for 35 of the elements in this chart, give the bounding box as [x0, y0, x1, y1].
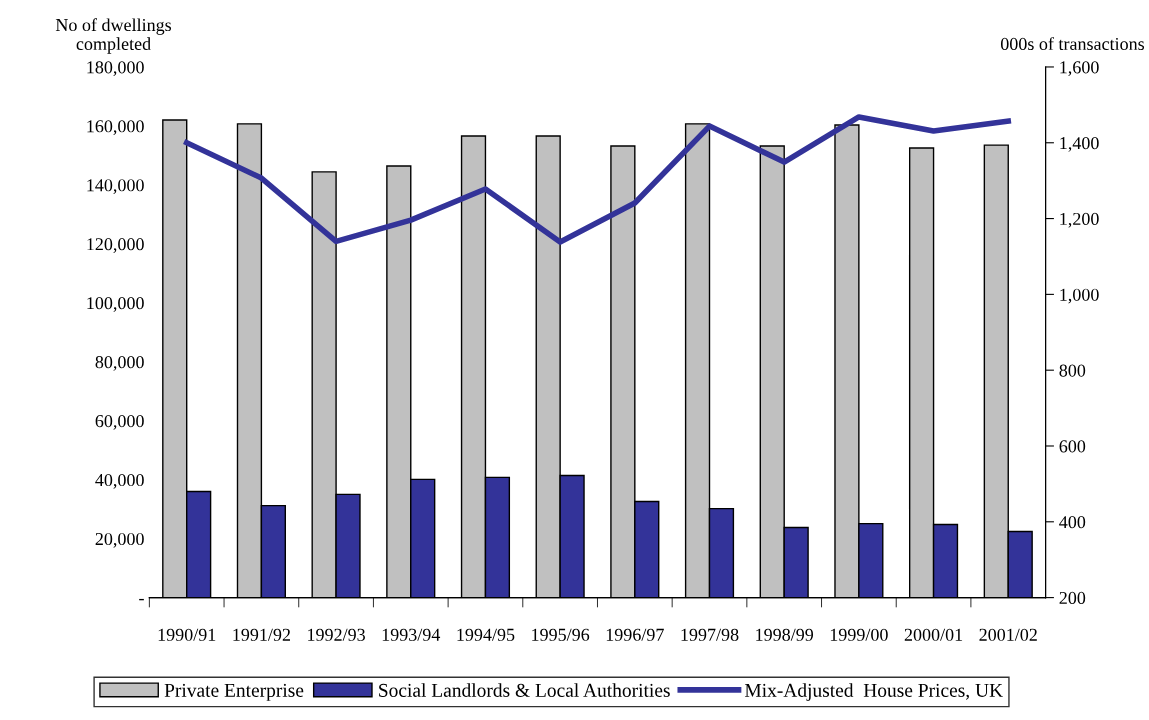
y2-tick-label: 1,400 [1060, 137, 1099, 152]
y-tick-label: - [139, 598, 144, 601]
y-tick-label: 80,000 [95, 356, 144, 371]
legend-label: Private Enterprise [164, 683, 304, 701]
y2-tick-label: 1,000 [1060, 288, 1099, 304]
y-tick-label: 20,000 [95, 532, 144, 548]
x-tick-label: 1995/96 [532, 628, 590, 641]
y2-tick-label: 1,200 [1060, 212, 1099, 228]
y-tick-label: 160,000 [87, 120, 144, 135]
legend-label: Social Landlords & Local Authorities [379, 683, 670, 697]
x-tick-label: 2000/01 [904, 628, 963, 641]
y-axis-title: No of dwellings completed [55, 18, 172, 54]
x-tick-label: 1997/98 [681, 628, 739, 641]
x-tick-label: 1999/00 [830, 628, 888, 641]
y-tick-label: 60,000 [95, 414, 144, 430]
y-tick-label: 100,000 [87, 297, 144, 312]
y-tick-label: 120,000 [87, 238, 144, 253]
y-tick-label: 140,000 [87, 179, 144, 194]
y2-tick-label: 800 [1059, 364, 1086, 377]
y2-axis-title: 000s of transactions [1000, 37, 1145, 51]
x-tick-label: 1994/95 [457, 628, 515, 641]
y2-tick-label: 400 [1059, 516, 1086, 529]
y-tick-label: 180,000 [87, 61, 144, 76]
x-tick-label: 1993/94 [382, 628, 441, 641]
y2-tick-label: 1,600 [1060, 61, 1099, 76]
y-tick-label: 40,000 [95, 473, 144, 489]
x-tick-label: 1990/91 [158, 628, 216, 641]
y2-tick-label: 200 [1059, 591, 1086, 605]
x-tick-label: 2001/02 [979, 628, 1037, 641]
x-tick-label: 1996/97 [606, 628, 664, 641]
y2-tick-label: 600 [1059, 440, 1086, 453]
x-tick-label: 1992/93 [308, 628, 365, 641]
x-tick-label: 1991/92 [233, 628, 290, 641]
x-tick-label: 1998/99 [756, 628, 814, 641]
legend-label: Mix-Adjusted House Prices, UK [744, 683, 1003, 701]
